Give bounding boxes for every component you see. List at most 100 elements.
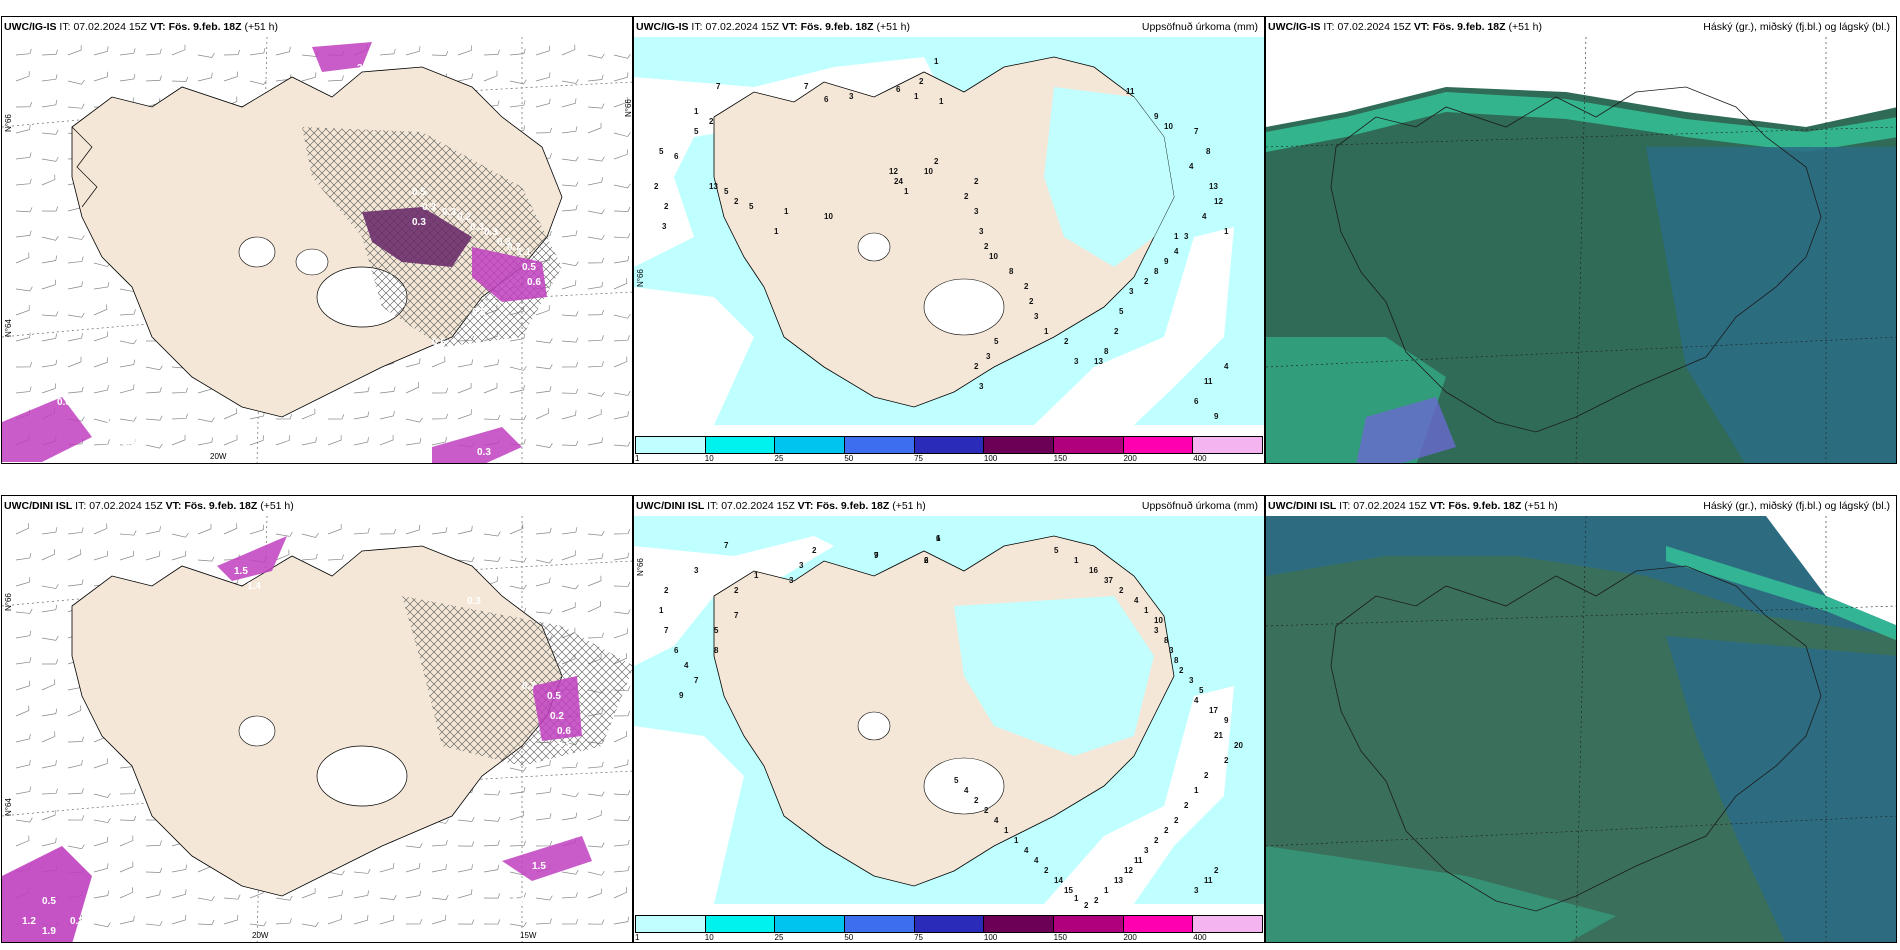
value-label: 9 [1214, 412, 1219, 421]
value-label: 2 [1204, 771, 1209, 780]
value-label: 12 [1214, 197, 1223, 206]
wind-barb [119, 74, 136, 82]
value-label: 5 [724, 187, 729, 196]
value-label: 0.7 [522, 681, 536, 692]
value-label: 2 [934, 157, 939, 166]
colorbar-swatch [844, 436, 914, 454]
it-label: IT: [75, 500, 87, 512]
value-label: 3 [849, 92, 854, 101]
value-label: 4 [1224, 362, 1229, 371]
wind-barb [327, 554, 344, 561]
wind-barb [535, 813, 552, 821]
wind-barb [327, 435, 342, 446]
wind-barb [561, 869, 579, 875]
wind-barb [41, 255, 58, 264]
map-svg [634, 516, 1264, 904]
wind-barb [509, 786, 526, 795]
wind-barb [535, 841, 553, 847]
wind-barb [197, 896, 215, 901]
it-label: IT: [707, 500, 719, 512]
wind-barb [275, 918, 292, 925]
wind-barb [613, 887, 628, 899]
wind-barb [431, 413, 449, 420]
wind-barb [405, 919, 423, 925]
value-label: 5 [694, 127, 699, 136]
vt-value: Fös. 9.feb. 18Z [816, 500, 890, 512]
wind-barb [613, 865, 630, 873]
wind-barb [457, 919, 475, 925]
fjord-west [71, 126, 98, 208]
value-label: 4 [1194, 696, 1199, 705]
wind-barb [223, 434, 238, 446]
value-label: 2 [1154, 836, 1159, 845]
colorbar-swatch [774, 436, 845, 454]
wind-barb [509, 523, 524, 535]
value-label: 10 [989, 252, 998, 261]
value-label: 1 [784, 207, 789, 216]
value-label: 2 [1179, 666, 1184, 675]
wind-barb [171, 387, 188, 394]
iceland-outline [1330, 86, 1822, 433]
wind-barb [587, 209, 605, 215]
wind-barb [431, 840, 448, 847]
wind-barb [509, 333, 526, 342]
wind-barb [457, 816, 475, 822]
value-label: 8 [714, 646, 719, 655]
wind-barb [613, 390, 631, 396]
value-label: 0.5 [547, 691, 561, 702]
map-area[interactable]: N°66 1 2 1 1 6 3 6 7 7 2 5 1 11 9 10 7 8 4 5 6 5 2 5 1 1 10 13 13 12… [634, 37, 1264, 425]
wind-barb [15, 207, 33, 213]
wind-barb [67, 356, 82, 368]
value-label: 1 [774, 227, 779, 236]
wind-barb [145, 840, 162, 847]
wind-barb [301, 533, 319, 538]
map-area[interactable]: N°66 1 2 7 2 7 3 3 1 3 2 2 1 7 6 4 5 7 8 7 9 5 1 16 37 2 4 1 10 3 8 3 8… [634, 516, 1264, 910]
wind-barb [535, 577, 551, 587]
wind-barb [301, 888, 316, 899]
value-label: 1.3 [122, 437, 136, 448]
value-label: 2 [964, 192, 969, 201]
value-label: 1.9 [42, 926, 56, 937]
model-name: UWC/IG-IS [4, 21, 57, 33]
value-label: 2 [1144, 277, 1149, 286]
wind-barb [93, 863, 109, 873]
map-area[interactable] [1266, 37, 1896, 463]
colorbar-swatch [1053, 915, 1123, 933]
wind-barb [587, 409, 602, 420]
wind-barb [587, 530, 605, 536]
value-label: 8 [1104, 347, 1109, 356]
wind-barb [535, 72, 551, 82]
wind-barb [93, 890, 110, 899]
map-area[interactable] [1266, 516, 1896, 942]
map-area[interactable]: 20W N°66 N°64 N°66 2.6 0.5 0.3 0.3 0.3 0.2 0.3… [2, 37, 632, 463]
wind-barb [197, 437, 213, 446]
vt-label: VT: [797, 500, 814, 512]
wind-barb [431, 895, 449, 900]
colorbar-tick-label: 10 [704, 454, 714, 463]
value-label: 8 [1174, 656, 1179, 665]
wind-barb [171, 914, 187, 925]
colorbar-labels: 1 10 25 50 75 100 150 200 400 [635, 933, 1263, 942]
precip-magenta-se [432, 427, 522, 463]
precip-magenta-east [472, 247, 547, 302]
value-label: 9 [1224, 716, 1229, 725]
value-label: 3 [789, 576, 794, 585]
wind-barb [327, 75, 344, 82]
mid-cloud-east [1666, 636, 1896, 942]
wind-barb [379, 386, 396, 394]
colorbar-labels: 1 10 25 50 75 100 150 200 400 [635, 454, 1263, 463]
map-area[interactable]: 20W 15W N°66 N°64 1.5 1.4 0.3 0.7 0.5 0.2 0.6 1… [2, 516, 632, 942]
wind-barb [67, 579, 84, 587]
wind-barb [67, 788, 84, 795]
wind-barb [457, 556, 475, 562]
wind-barb [145, 526, 161, 535]
vt-label: VT: [781, 21, 798, 33]
value-label: 13 [709, 182, 718, 191]
wind-barb [535, 408, 550, 420]
wind-barb [613, 581, 631, 587]
wind-barb [197, 417, 215, 423]
wind-barb [353, 411, 370, 420]
wind-barb [327, 870, 345, 876]
wind-barb [41, 49, 58, 56]
value-label: 11 [1204, 876, 1213, 885]
